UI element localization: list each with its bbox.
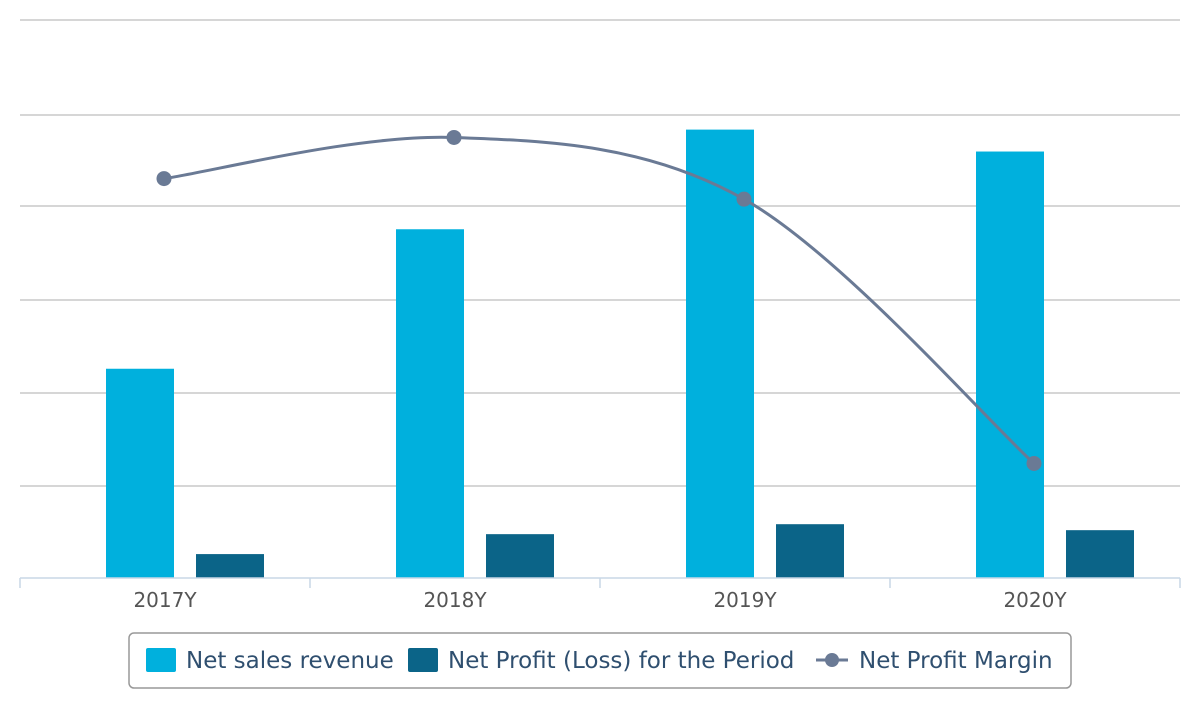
line-series-group xyxy=(156,129,1042,471)
legend-item-net-profit-margin[interactable]: Net Profit Margin xyxy=(816,648,1053,674)
line-net-profit-margin[interactable] xyxy=(163,135,1036,465)
legend-item-net-sales-revenue[interactable]: Net sales revenue xyxy=(146,648,394,674)
grid-lines xyxy=(20,19,1180,487)
x-axis: 2017Y 2018Y 2019Y 2020Y xyxy=(19,577,1181,612)
x-tick-label-2020Y: 2020Y xyxy=(1003,588,1067,612)
legend-label-net-profit-loss: Net Profit (Loss) for the Period xyxy=(448,648,794,674)
bar-net-sales-revenue-2018Y[interactable] xyxy=(396,229,464,578)
bar-net-profit-loss-2018Y[interactable] xyxy=(486,534,554,578)
legend-item-net-profit-loss[interactable]: Net Profit (Loss) for the Period xyxy=(408,648,794,674)
legend-marker-net-profit-margin xyxy=(825,653,839,667)
legend-label-net-profit-margin: Net Profit Margin xyxy=(859,648,1053,674)
x-tick-label-2017Y: 2017Y xyxy=(133,588,197,612)
x-tick-label-2019Y: 2019Y xyxy=(713,588,777,612)
bar-series-group xyxy=(106,129,1134,578)
legend-swatch-net-profit-loss xyxy=(408,648,438,672)
bar-net-sales-revenue-2020Y[interactable] xyxy=(976,151,1044,578)
bar-net-profit-loss-2019Y[interactable] xyxy=(776,524,844,578)
bar-net-profit-loss-2020Y[interactable] xyxy=(1066,530,1134,578)
legend-swatch-net-sales-revenue xyxy=(146,648,176,672)
point-net-profit-margin-2017Y[interactable] xyxy=(156,171,172,187)
legend: Net sales revenue Net Profit (Loss) for … xyxy=(128,632,1072,689)
point-net-profit-margin-2020Y[interactable] xyxy=(1026,455,1042,471)
point-net-profit-margin-2018Y[interactable] xyxy=(446,129,462,145)
bar-net-profit-loss-2017Y[interactable] xyxy=(196,554,264,578)
legend-label-net-sales-revenue: Net sales revenue xyxy=(186,648,394,674)
point-net-profit-margin-2019Y[interactable] xyxy=(736,191,752,207)
x-tick-label-2018Y: 2018Y xyxy=(423,588,487,612)
bar-net-sales-revenue-2017Y[interactable] xyxy=(106,368,174,578)
legend-box xyxy=(128,632,1072,689)
